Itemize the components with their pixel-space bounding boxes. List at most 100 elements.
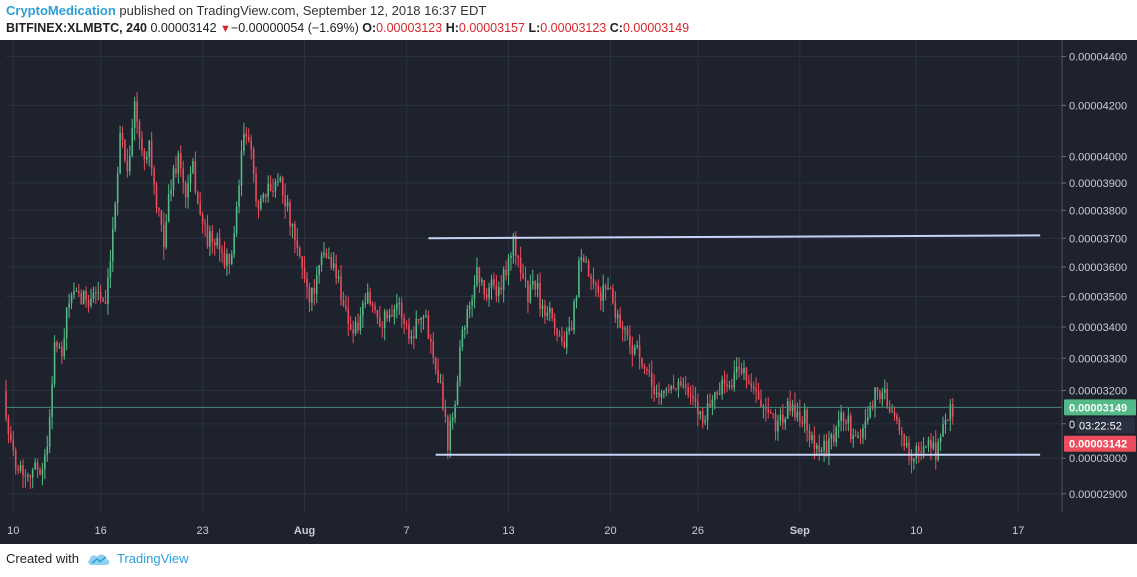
candle-up: [279, 177, 282, 182]
candle-down: [595, 283, 597, 286]
candle-up: [332, 263, 335, 268]
candle-down: [150, 140, 153, 169]
candle-down: [223, 252, 226, 267]
candle-down: [493, 279, 495, 286]
candle-down: [920, 451, 922, 453]
candle-up: [548, 307, 551, 313]
candle-up: [915, 446, 918, 459]
candle-down: [517, 255, 520, 258]
candle-down: [609, 288, 612, 290]
candle-up: [262, 193, 265, 199]
partial-price-label: 0: [1069, 419, 1075, 431]
candle-up: [354, 322, 357, 334]
tradingview-link[interactable]: TradingView: [116, 551, 189, 566]
candle-down: [194, 161, 197, 193]
candle-down: [893, 411, 896, 416]
candle-down: [879, 390, 881, 400]
candle-up: [820, 450, 823, 452]
candle-down: [684, 384, 687, 388]
candle-up: [830, 434, 833, 440]
candle-up: [864, 421, 867, 429]
candle-up: [315, 274, 318, 294]
candle-down: [643, 366, 646, 369]
candle-down: [582, 257, 585, 263]
candle-down: [876, 387, 879, 391]
candle-down: [199, 203, 202, 215]
tradingview-cloud-icon: [88, 554, 110, 565]
candle-up: [27, 475, 29, 477]
candle-up: [866, 417, 869, 422]
y-tick-label: 0.00003800: [1069, 205, 1127, 217]
candle-up: [243, 133, 245, 151]
candle-up: [226, 253, 228, 267]
candle-down: [434, 357, 437, 370]
candle-up: [699, 411, 702, 415]
candle-up: [46, 446, 49, 455]
candle-up: [240, 150, 243, 186]
candle-up: [541, 305, 544, 310]
open-label: O:: [362, 21, 377, 35]
candle-down: [917, 446, 920, 452]
candle-down: [621, 327, 624, 330]
close-value: 0.00003149: [622, 21, 690, 35]
candle-up: [796, 411, 799, 418]
candle-up: [129, 155, 131, 172]
candle-down: [296, 240, 299, 248]
candle-up: [388, 314, 391, 319]
candle-down: [886, 389, 889, 408]
candle-down: [859, 436, 862, 438]
candle-down: [345, 305, 347, 309]
horizontal-trendline: [428, 234, 1041, 240]
candle-down: [740, 368, 743, 374]
candle-up: [529, 284, 532, 303]
candle-up: [216, 237, 218, 246]
candle-up: [209, 231, 211, 247]
candle-down: [175, 168, 177, 174]
candle-up: [733, 372, 736, 388]
candle-down: [7, 418, 10, 434]
candle-up: [359, 315, 362, 331]
candle-down: [692, 396, 694, 399]
price-chart[interactable]: 0.000029000.000030000.000031000.00003200…: [0, 40, 1137, 544]
candle-up: [531, 281, 534, 285]
price-axis[interactable]: [1062, 40, 1137, 544]
candle-down: [87, 300, 90, 306]
candle-up: [454, 404, 456, 418]
candle-up: [665, 389, 668, 391]
candle-down: [228, 253, 231, 264]
candle-down: [675, 388, 677, 390]
candle-up: [922, 446, 925, 453]
y-tick-label: 0.00003700: [1069, 233, 1127, 245]
candle-down: [196, 192, 199, 204]
candle-up: [109, 261, 112, 278]
candle-down: [556, 328, 558, 336]
candle-down: [672, 386, 675, 389]
candle-up: [82, 291, 85, 304]
candle-down: [371, 303, 374, 306]
candle-down: [709, 403, 711, 407]
candle-up: [510, 255, 512, 258]
candle-up: [847, 415, 850, 424]
x-tick-label: 17: [1012, 525, 1024, 537]
candle-down: [335, 263, 337, 279]
low-value: 0.00003123: [540, 21, 607, 35]
candle-up: [803, 409, 806, 424]
candle-down: [694, 398, 697, 402]
candle-down: [102, 298, 104, 302]
candle-up: [41, 468, 44, 475]
candle-down: [376, 310, 379, 318]
candle-up: [114, 203, 117, 229]
author-link[interactable]: CryptoMedication: [6, 3, 116, 18]
candle-down: [284, 195, 286, 207]
candle-down: [825, 440, 828, 457]
candle-up: [422, 316, 425, 318]
candle-down: [213, 242, 216, 246]
candle-down: [162, 224, 165, 248]
candle-down: [551, 307, 554, 319]
candle-up: [779, 414, 782, 421]
candle-up: [476, 267, 478, 286]
candle-down: [179, 153, 182, 169]
candle-up: [291, 224, 294, 227]
candle-up: [939, 436, 942, 443]
current-price-label: 0.00003142: [1069, 439, 1127, 451]
